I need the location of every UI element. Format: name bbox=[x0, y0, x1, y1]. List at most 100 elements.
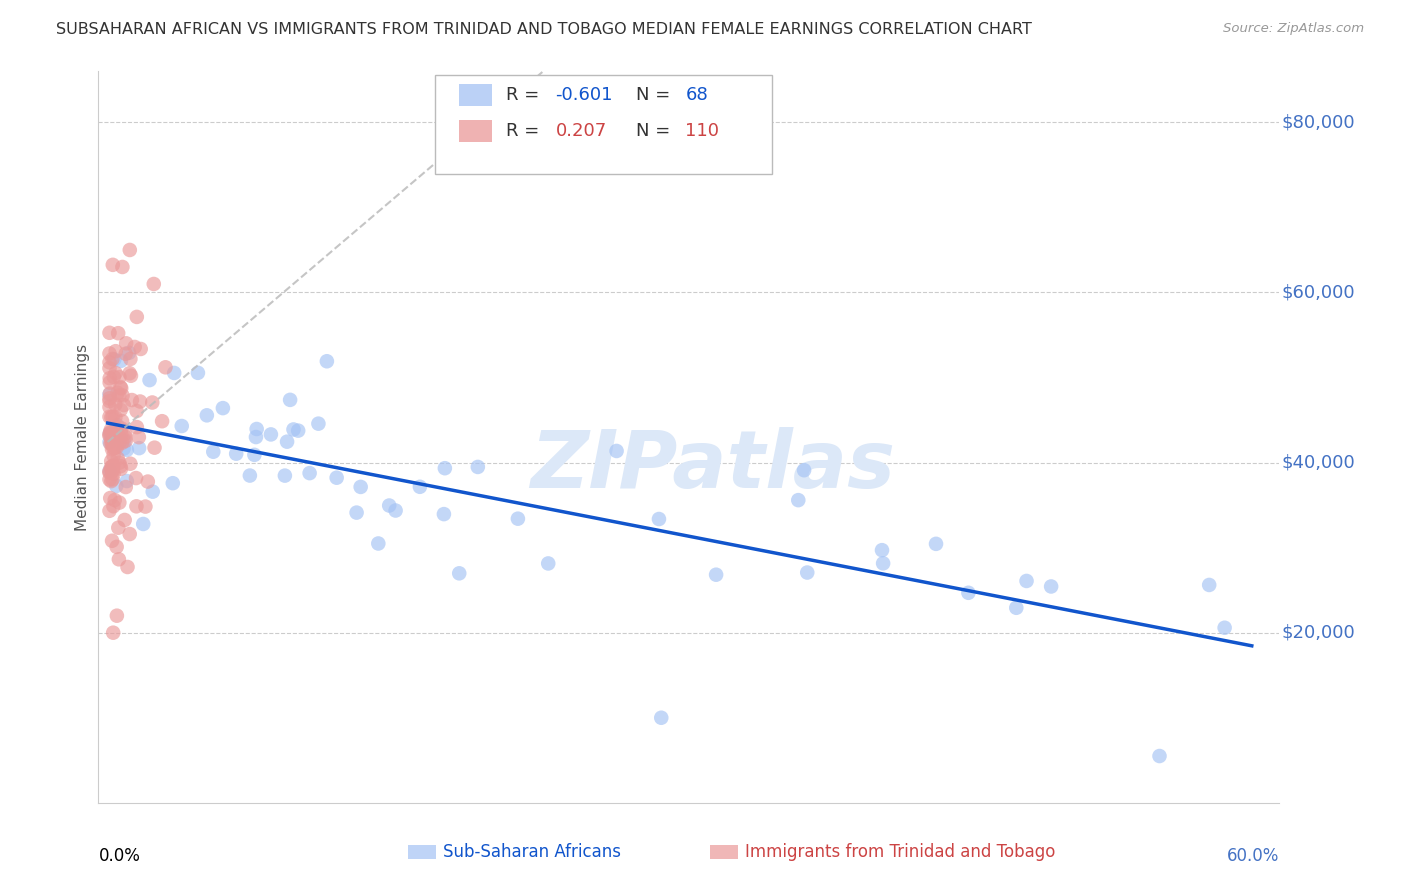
Text: 68: 68 bbox=[685, 86, 709, 103]
Point bbox=[125, 404, 148, 418]
Point bbox=[104, 398, 127, 412]
Point bbox=[378, 499, 401, 513]
Point bbox=[108, 388, 131, 402]
Text: R =: R = bbox=[506, 86, 546, 103]
Point bbox=[110, 426, 132, 441]
Point bbox=[202, 444, 225, 458]
Point bbox=[112, 442, 135, 456]
Point bbox=[108, 552, 131, 566]
Point bbox=[104, 410, 127, 425]
Point bbox=[98, 376, 121, 390]
Point bbox=[136, 475, 159, 489]
Point bbox=[132, 516, 155, 531]
Point bbox=[150, 414, 173, 428]
Point bbox=[100, 423, 122, 437]
Point bbox=[114, 347, 136, 361]
Point bbox=[433, 507, 456, 521]
Point bbox=[101, 464, 124, 478]
Point bbox=[162, 476, 184, 491]
Point bbox=[110, 380, 132, 394]
Point bbox=[117, 560, 139, 574]
Point bbox=[98, 429, 121, 443]
Point bbox=[155, 360, 177, 375]
Point bbox=[128, 441, 150, 455]
Point bbox=[115, 474, 138, 488]
Point bbox=[101, 464, 124, 478]
Point bbox=[307, 417, 329, 431]
Point bbox=[101, 442, 124, 457]
Point bbox=[100, 436, 122, 450]
Point bbox=[108, 370, 131, 384]
Text: 110: 110 bbox=[685, 122, 720, 140]
Point bbox=[346, 506, 368, 520]
Point bbox=[648, 512, 671, 526]
Point bbox=[103, 370, 125, 384]
Point bbox=[141, 395, 163, 409]
Point bbox=[98, 425, 121, 440]
Point bbox=[243, 448, 266, 462]
Point bbox=[870, 543, 893, 558]
Point bbox=[1015, 574, 1038, 588]
Point bbox=[104, 344, 127, 359]
Text: Immigrants from Trinidad and Tobago: Immigrants from Trinidad and Tobago bbox=[745, 843, 1056, 861]
Point bbox=[239, 468, 262, 483]
Point bbox=[98, 387, 121, 401]
Point bbox=[163, 366, 186, 380]
Point bbox=[170, 419, 193, 434]
Point bbox=[112, 398, 135, 412]
Point bbox=[103, 426, 125, 441]
Text: N =: N = bbox=[636, 86, 676, 103]
Point bbox=[114, 513, 136, 527]
Point bbox=[101, 533, 124, 548]
Point bbox=[108, 456, 131, 470]
Point bbox=[120, 457, 142, 471]
Point bbox=[100, 460, 122, 475]
Text: N =: N = bbox=[636, 122, 676, 140]
Bar bbox=[458, 120, 492, 143]
Point bbox=[98, 386, 121, 401]
Point bbox=[124, 340, 146, 354]
Point bbox=[105, 540, 128, 554]
Point bbox=[98, 400, 121, 414]
Point bbox=[98, 355, 121, 369]
Point bbox=[100, 454, 122, 468]
Point bbox=[110, 354, 132, 368]
Point bbox=[315, 354, 337, 368]
Y-axis label: Median Female Earnings: Median Female Earnings bbox=[75, 343, 90, 531]
Point bbox=[1005, 600, 1028, 615]
Point bbox=[98, 426, 121, 441]
Point bbox=[1149, 749, 1171, 764]
Point bbox=[110, 421, 132, 435]
Point bbox=[101, 409, 124, 424]
Point bbox=[787, 493, 810, 508]
Point bbox=[111, 435, 134, 450]
Point bbox=[107, 385, 129, 400]
Point bbox=[107, 326, 129, 341]
Point bbox=[125, 310, 148, 324]
Point bbox=[98, 465, 121, 479]
Point bbox=[103, 467, 125, 481]
Point bbox=[111, 414, 134, 428]
Point bbox=[98, 491, 121, 505]
Point bbox=[433, 461, 456, 475]
Point bbox=[98, 326, 121, 340]
Point bbox=[108, 495, 131, 509]
Point bbox=[98, 409, 121, 424]
Point bbox=[118, 527, 141, 541]
Point bbox=[114, 430, 136, 444]
Point bbox=[107, 521, 129, 535]
Point bbox=[98, 392, 121, 406]
Text: Sub-Saharan Africans: Sub-Saharan Africans bbox=[443, 843, 621, 861]
Point bbox=[872, 557, 894, 571]
Point bbox=[101, 436, 124, 450]
Point bbox=[225, 447, 247, 461]
FancyBboxPatch shape bbox=[434, 75, 772, 174]
Point bbox=[101, 472, 124, 486]
Point bbox=[98, 466, 121, 480]
Point bbox=[115, 442, 138, 457]
Point bbox=[467, 459, 489, 474]
Point bbox=[103, 352, 125, 367]
Point bbox=[104, 493, 127, 508]
Text: $40,000: $40,000 bbox=[1282, 454, 1355, 472]
Point bbox=[107, 451, 129, 466]
